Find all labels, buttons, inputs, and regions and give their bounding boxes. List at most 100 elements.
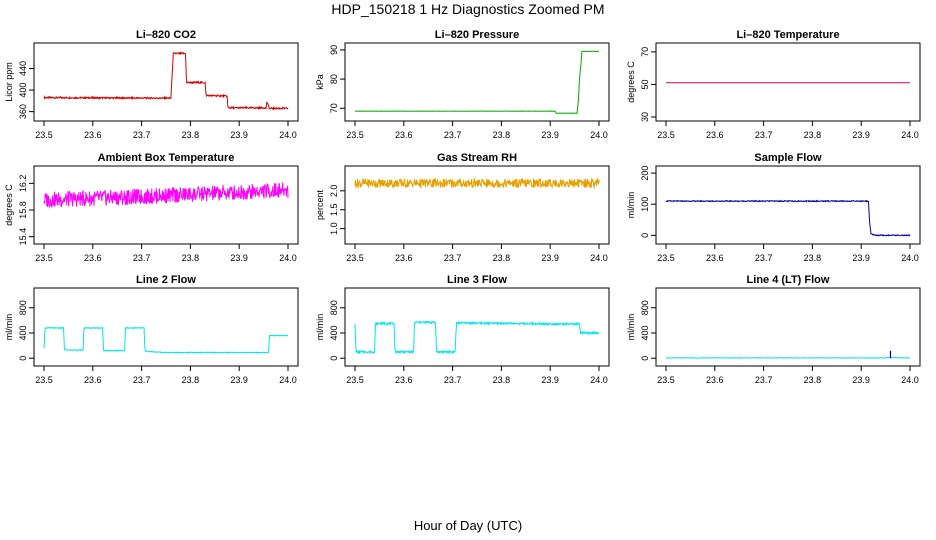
x-tick-label: 23.6 — [395, 375, 413, 385]
x-tick-label: 23.7 — [755, 130, 773, 140]
x-tick-label: 23.7 — [133, 375, 151, 385]
plot-frame — [33, 42, 299, 122]
x-tick-label: 23.5 — [346, 375, 364, 385]
chart-title: Line 2 Flow — [136, 274, 196, 286]
series-group — [354, 177, 600, 190]
chart-panel: Li–820 Temperature 23.5 23.6 23.7 23.8 23.9 24… — [626, 29, 921, 140]
chart-panel: Line 4 (LT) Flow 23.5 23.6 23.7 23.8 23.9 24.0… — [626, 274, 921, 385]
page-x-axis-label: Hour of Day (UTC) — [413, 518, 523, 533]
page-title: HDP_150218 1 Hz Diagnostics Zoomed PM — [331, 1, 605, 17]
x-tick-label: 23.9 — [852, 253, 870, 263]
y-tick-label: 0 — [640, 233, 650, 238]
x-tick-label: 23.5 — [657, 253, 675, 263]
y-tick-label: 440 — [18, 61, 28, 76]
plot-frame — [33, 287, 299, 367]
x-tick-label: 23.9 — [230, 130, 248, 140]
x-tick-label: 23.9 — [541, 253, 559, 263]
chart-panel: Line 2 Flow 23.5 23.6 23.7 23.8 23.9 24.0 0 400 8… — [4, 274, 299, 385]
x-tick-label: 23.5 — [657, 375, 675, 385]
y-tick-label: 400 — [18, 325, 28, 340]
series-line — [665, 199, 911, 237]
x-tick-label: 24.0 — [901, 253, 919, 263]
chart-title: Ambient Box Temperature — [98, 152, 235, 164]
x-tick-label: 23.7 — [444, 375, 462, 385]
plot-frame — [655, 42, 921, 122]
y-tick-label: 100 — [640, 197, 650, 212]
series-line — [354, 319, 600, 355]
x-tick-label: 23.7 — [755, 253, 773, 263]
y-axis-label: degrees C — [626, 61, 636, 103]
y-axis-label: Licor ppm — [4, 62, 14, 102]
plot-frame — [344, 42, 610, 122]
x-tick-label: 23.9 — [230, 253, 248, 263]
x-tick-label: 24.0 — [590, 375, 608, 385]
plot-frame — [33, 165, 299, 245]
y-tick-label: 50 — [640, 79, 650, 89]
y-tick-label: 70 — [640, 47, 650, 57]
x-tick-label: 23.8 — [804, 130, 822, 140]
x-tick-label: 23.8 — [804, 375, 822, 385]
chart-title: Li–820 Temperature — [736, 29, 839, 41]
x-tick-label: 23.8 — [493, 375, 511, 385]
chart-panel: Line 3 Flow 23.5 23.6 23.7 23.8 23.9 24.0 0 400 8… — [315, 274, 610, 385]
series-group — [354, 50, 600, 114]
x-tick-label: 23.6 — [395, 130, 413, 140]
x-tick-label: 23.6 — [84, 375, 102, 385]
x-tick-label: 23.5 — [657, 130, 675, 140]
chart-title: Line 3 Flow — [447, 274, 507, 286]
x-tick-label: 24.0 — [901, 130, 919, 140]
x-tick-label: 23.7 — [133, 130, 151, 140]
x-tick-label: 23.6 — [706, 375, 724, 385]
y-tick-label: 30 — [640, 112, 650, 122]
x-tick-label: 23.8 — [182, 130, 200, 140]
x-tick-label: 23.9 — [541, 375, 559, 385]
y-tick-label: 0 — [640, 356, 650, 361]
series-group — [665, 199, 911, 237]
chart-panel: Sample Flow 23.5 23.6 23.7 23.8 23.9 24.0 0 100 2… — [626, 152, 921, 263]
y-tick-label: 1.5 — [329, 203, 339, 216]
y-tick-label: 80 — [329, 74, 339, 84]
x-tick-label: 23.7 — [133, 253, 151, 263]
y-tick-label: 1.0 — [329, 222, 339, 235]
series-group — [665, 350, 911, 359]
series-group — [43, 51, 289, 111]
x-tick-label: 23.8 — [804, 253, 822, 263]
plot-frame — [655, 165, 921, 245]
x-tick-label: 24.0 — [590, 130, 608, 140]
x-tick-label: 23.9 — [852, 375, 870, 385]
x-tick-label: 23.5 — [35, 130, 53, 140]
y-tick-label: 800 — [640, 300, 650, 315]
series-line — [354, 177, 600, 190]
x-tick-label: 23.8 — [493, 130, 511, 140]
chart-title: Gas Stream RH — [437, 152, 517, 164]
x-tick-label: 23.5 — [346, 253, 364, 263]
x-tick-label: 24.0 — [279, 375, 297, 385]
y-tick-label: 360 — [18, 104, 28, 119]
y-axis-label: kPa — [315, 74, 325, 90]
x-tick-label: 24.0 — [901, 375, 919, 385]
x-tick-label: 23.8 — [493, 253, 511, 263]
x-tick-label: 23.6 — [84, 130, 102, 140]
y-tick-label: 400 — [329, 325, 339, 340]
x-tick-label: 23.9 — [852, 130, 870, 140]
series-line — [665, 356, 911, 359]
chart-panel: Li–820 Pressure 23.5 23.6 23.7 23.8 23.9 24.0 7… — [315, 29, 610, 140]
y-tick-label: 70 — [329, 103, 339, 113]
series-line — [43, 326, 289, 354]
series-line — [354, 50, 600, 114]
plot-frame — [344, 165, 610, 245]
y-tick-label: 800 — [18, 300, 28, 315]
chart-panel: Li–820 CO2 23.5 23.6 23.7 23.8 23.9 24.0 360 400… — [4, 29, 299, 140]
chart-title: Line 4 (LT) Flow — [747, 274, 830, 286]
x-tick-label: 23.9 — [541, 130, 559, 140]
x-tick-label: 23.6 — [395, 253, 413, 263]
chart-title: Li–820 CO2 — [136, 29, 196, 41]
chart-panel: Ambient Box Temperature 23.5 23.6 23.7 23.8 2… — [4, 152, 299, 263]
x-tick-label: 24.0 — [590, 253, 608, 263]
y-tick-label: 0 — [329, 356, 339, 361]
series-line — [43, 51, 289, 111]
y-tick-label: 0 — [18, 356, 28, 361]
chart-panel: Gas Stream RH 23.5 23.6 23.7 23.8 23.9 24.0 1.0… — [315, 152, 610, 263]
plot-frame — [655, 287, 921, 367]
y-tick-label: 800 — [329, 300, 339, 315]
